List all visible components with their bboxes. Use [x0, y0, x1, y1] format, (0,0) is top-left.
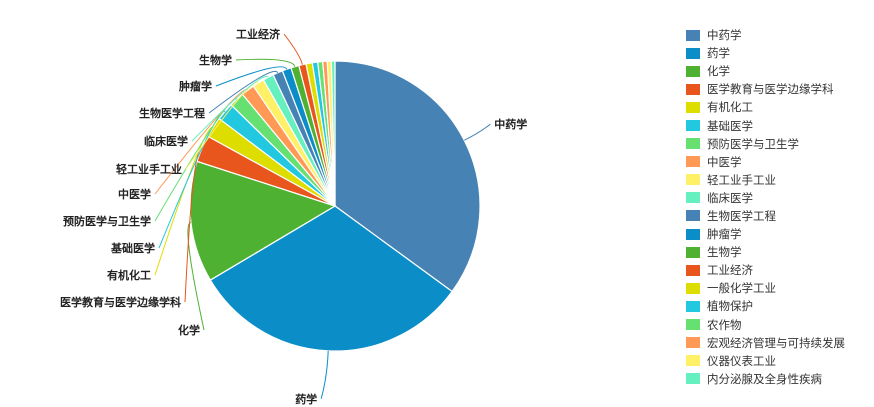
legend-swatch-7 — [686, 138, 700, 150]
legend-swatch-10 — [686, 192, 700, 204]
legend-item-12[interactable]: 肿瘤学 — [686, 225, 871, 243]
legend-swatch-11 — [686, 210, 700, 222]
legend-swatch-14 — [686, 264, 700, 276]
legend-label-8: 中医学 — [707, 154, 742, 169]
legend-label-17: 农作物 — [707, 317, 742, 332]
callout-label-11: 生物医学工程 — [139, 106, 205, 120]
legend-label-14: 工业经济 — [707, 263, 753, 278]
legend-swatch-18 — [686, 337, 700, 349]
legend-item-18[interactable]: 宏观经济管理与可持续发展 — [686, 334, 871, 352]
leader-line-5 — [154, 126, 214, 276]
legend-item-11[interactable]: 生物医学工程 — [686, 207, 871, 225]
legend-label-18: 宏观经济管理与可持续发展 — [707, 335, 845, 350]
legend-label-10: 临床医学 — [707, 190, 753, 205]
legend-item-8[interactable]: 中医学 — [686, 153, 871, 171]
leader-line-11 — [208, 70, 279, 114]
legend-label-7: 预防医学与卫生学 — [707, 136, 799, 151]
legend-label-1: 中药学 — [707, 28, 742, 43]
leader-line-9 — [185, 81, 259, 170]
callout-label-3: 化学 — [178, 323, 200, 337]
leader-line-10 — [191, 75, 269, 142]
legend-item-4[interactable]: 医学教育与医学边缘学科 — [686, 80, 871, 98]
legend-item-16[interactable]: 植物保护 — [686, 297, 871, 315]
legend-swatch-19 — [686, 355, 700, 367]
leader-line-1 — [464, 123, 491, 141]
legend-label-16: 植物保护 — [707, 299, 753, 314]
callout-label-12: 肿瘤学 — [179, 79, 212, 93]
legend-swatch-5 — [686, 101, 700, 113]
legend-item-13[interactable]: 生物学 — [686, 243, 871, 261]
legend-item-20[interactable]: 内分泌腺及全身性疾病 — [686, 370, 871, 388]
legend-swatch-6 — [686, 120, 700, 132]
legend-swatch-15 — [686, 282, 700, 294]
callout-label-10: 临床医学 — [144, 134, 188, 148]
legend-swatch-3 — [686, 65, 700, 77]
legend-item-14[interactable]: 工业经济 — [686, 261, 871, 279]
legend-item-2[interactable]: 药学 — [686, 44, 871, 62]
legend-item-5[interactable]: 有机化工 — [686, 98, 871, 116]
callout-label-2: 药学 — [295, 392, 317, 406]
legend-label-20: 内分泌腺及全身性疾病 — [707, 371, 822, 386]
leader-line-13 — [235, 58, 296, 67]
legend-item-19[interactable]: 仪器仪表工业 — [686, 352, 871, 370]
callout-label-8: 中医学 — [118, 187, 151, 201]
legend-item-10[interactable]: 临床医学 — [686, 189, 871, 207]
callout-label-9: 轻工业手工业 — [116, 162, 182, 176]
legend-swatch-17 — [686, 319, 700, 331]
callout-leader-lines — [154, 33, 491, 399]
legend-swatch-2 — [686, 47, 700, 59]
legend-item-15[interactable]: 一般化学工业 — [686, 279, 871, 297]
legend-label-13: 生物学 — [707, 245, 742, 260]
legend-label-6: 基础医学 — [707, 118, 753, 133]
legend-label-2: 药学 — [707, 46, 730, 61]
legend-swatch-16 — [686, 300, 700, 312]
legend-label-12: 肿瘤学 — [707, 227, 742, 242]
legend-item-17[interactable]: 农作物 — [686, 316, 871, 334]
legend-item-1[interactable]: 中药学 — [686, 26, 871, 44]
legend: 中药学药学化学医学教育与医学边缘学科 有机化工基础医学预防医学与卫生学 中医学轻工业… — [686, 26, 871, 388]
legend-item-3[interactable]: 化学 — [686, 62, 871, 80]
pie-slices — [189, 60, 481, 352]
callout-label-4: 医学教育与医学边缘学科 — [60, 295, 181, 309]
slice-1[interactable] — [334, 60, 481, 293]
callout-label-13: 生物学 — [199, 53, 232, 67]
legend-label-19: 仪器仪表工业 — [707, 353, 776, 368]
legend-swatch-1 — [686, 29, 700, 41]
callout-label-14: 工业经济 — [236, 27, 281, 41]
legend-label-4: 医学教育与医学边缘学科 — [707, 82, 834, 97]
slice-2[interactable] — [209, 205, 453, 352]
legend-item-7[interactable]: 预防医学与卫生学 — [686, 135, 871, 153]
legend-swatch-8 — [686, 156, 700, 168]
legend-swatch-9 — [686, 174, 700, 186]
callout-label-5: 有机化工 — [107, 268, 151, 282]
slice-20[interactable] — [330, 60, 336, 207]
legend-swatch-12 — [686, 228, 700, 240]
legend-label-9: 轻工业手工业 — [707, 172, 776, 187]
legend-label-5: 有机化工 — [707, 100, 753, 115]
legend-label-15: 一般化学工业 — [707, 281, 776, 296]
legend-label-3: 化学 — [707, 64, 730, 79]
legend-swatch-13 — [686, 246, 700, 258]
leader-line-12 — [215, 66, 288, 87]
callout-label-7: 预防医学与卫生学 — [63, 214, 151, 228]
legend-label-11: 生物医学工程 — [707, 208, 776, 223]
legend-swatch-4 — [686, 83, 700, 95]
legend-item-6[interactable]: 基础医学 — [686, 116, 871, 134]
legend-item-9[interactable]: 轻工业手工业 — [686, 171, 871, 189]
leader-line-14 — [283, 33, 303, 65]
callout-label-1: 中药学 — [494, 117, 527, 131]
callout-label-6: 基础医学 — [110, 241, 155, 255]
legend-swatch-20 — [686, 373, 700, 385]
leader-line-2 — [320, 350, 329, 399]
